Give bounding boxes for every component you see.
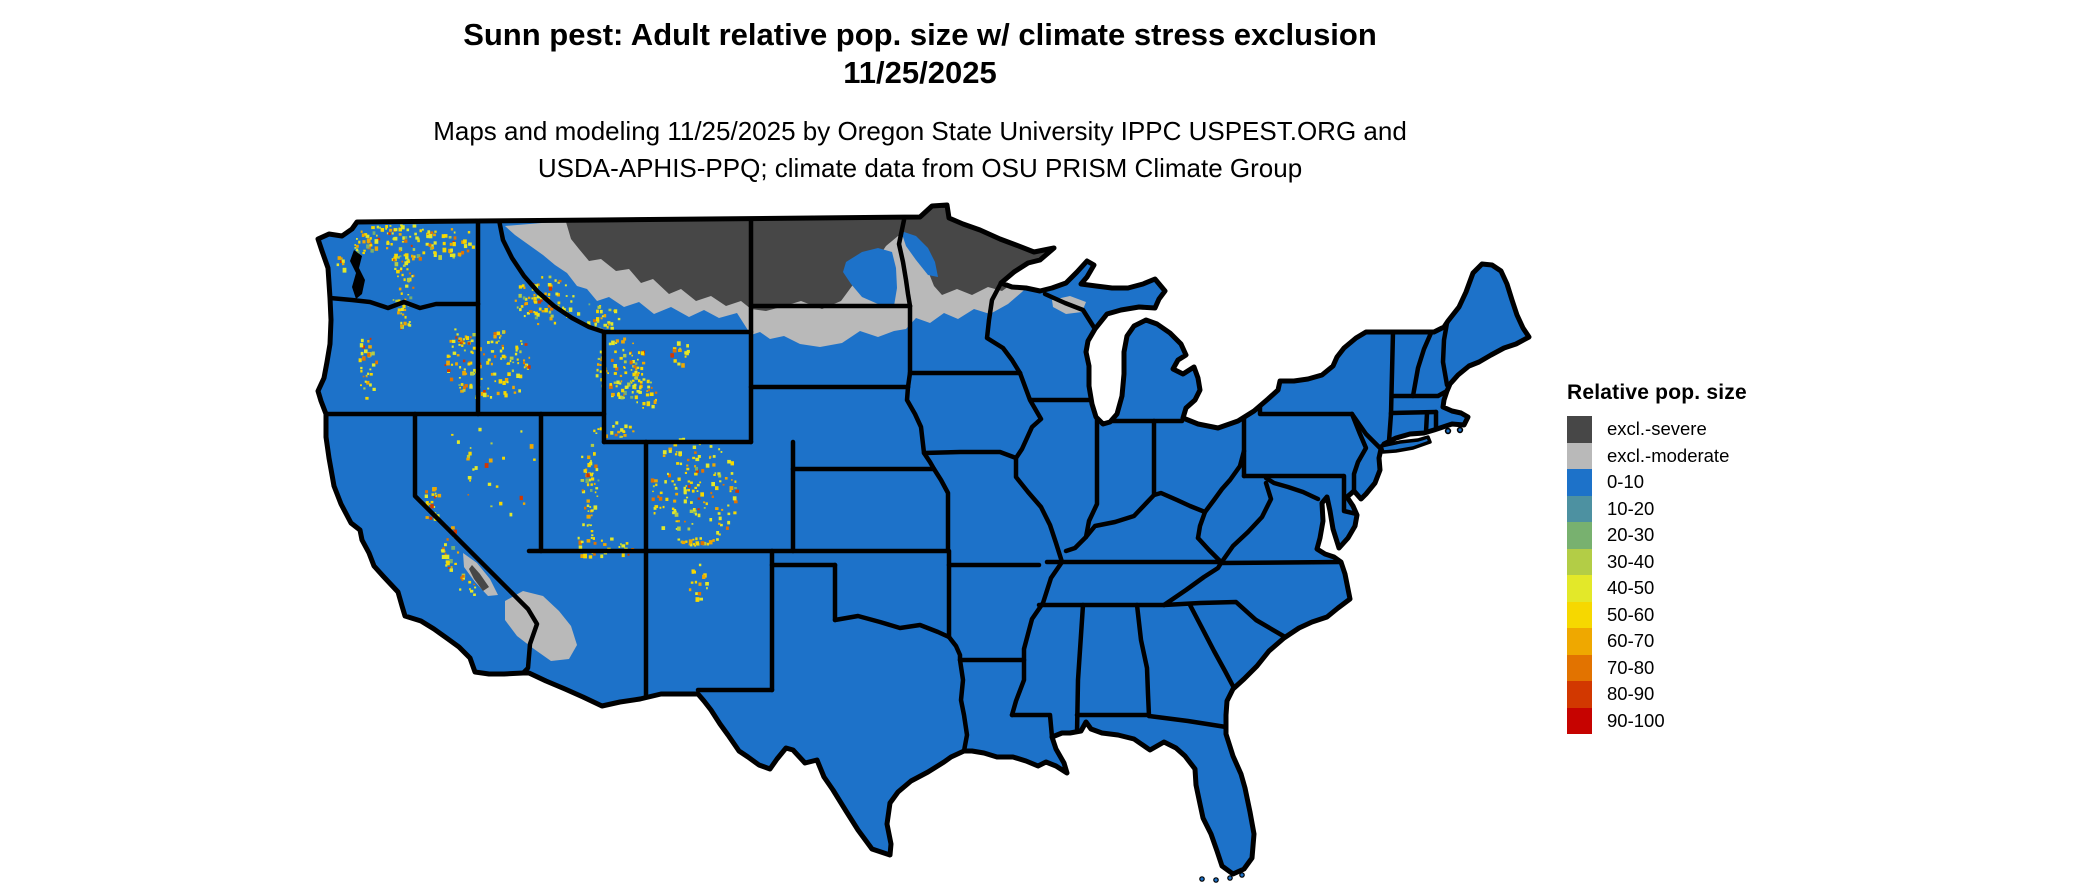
legend-label: 20-30: [1607, 524, 1655, 546]
legend-row: 10-20: [1567, 495, 1747, 522]
legend-swatch: [1567, 548, 1592, 575]
legend-swatch: [1567, 442, 1592, 469]
legend-row: 70-80: [1567, 654, 1747, 681]
legend-label: 70-80: [1607, 656, 1655, 678]
legend-swatch: [1567, 654, 1592, 681]
florida-keys-island: [1213, 877, 1219, 883]
florida-keys-island: [1227, 875, 1233, 881]
legend-swatch: [1567, 416, 1592, 443]
state-borders: [323, 217, 1450, 754]
chart-header: Sunn pest: Adult relative pop. size w/ c…: [170, 16, 1670, 187]
legend-label: 10-20: [1607, 497, 1655, 519]
legend-label: 90-100: [1607, 709, 1665, 731]
us-coastline: [315, 202, 1532, 877]
legend-row: 60-70: [1567, 628, 1747, 655]
map-subtitle-line2: USDA-APHIS-PPQ; climate data from OSU PR…: [537, 153, 1303, 183]
legend-label: 40-50: [1607, 577, 1655, 599]
exclusion-region-owens-valley-severe: [469, 565, 489, 591]
map-legend: Relative pop. size excl.-severe excl.-mod…: [1567, 381, 1747, 734]
legend-label: 50-60: [1607, 603, 1655, 625]
mountain-speckles: [336, 224, 739, 602]
legend-title: Relative pop. size: [1567, 381, 1747, 404]
new-england-island: [1456, 426, 1464, 434]
legend-row: 30-40: [1567, 548, 1747, 575]
exclusion-region-northern-plains-severe: [566, 207, 1050, 311]
legend-swatch: [1567, 628, 1592, 655]
us-choropleth-map: [315, 202, 1532, 883]
long-island: [1379, 435, 1432, 454]
legend-label: 0-10: [1607, 471, 1645, 493]
legend-row: 90-100: [1567, 707, 1747, 734]
legend-label: 30-40: [1607, 550, 1655, 572]
legend-swatch: [1567, 601, 1592, 628]
legend-label: excl.-moderate: [1607, 444, 1730, 466]
legend-swatch: [1567, 522, 1592, 549]
legend-row: 50-60: [1567, 601, 1747, 628]
legend-label: excl.-severe: [1607, 418, 1707, 440]
legend-swatch: [1567, 681, 1592, 708]
exclusion-region-arizona-mogollon-moderate: [505, 591, 577, 661]
map-subtitle: Maps and modeling 11/25/2025 by Oregon S…: [170, 113, 1670, 187]
legend-row: 0-10: [1567, 469, 1747, 496]
legend-row: excl.-moderate: [1567, 442, 1747, 469]
legend-row: 20-30: [1567, 522, 1747, 549]
exclusion-region-red-river-valley-open: [843, 248, 897, 306]
map-subtitle-line1: Maps and modeling 11/25/2025 by Oregon S…: [433, 116, 1407, 146]
legend-row: 40-50: [1567, 575, 1747, 602]
legend-label: 60-70: [1607, 630, 1655, 652]
legend-row: 80-90: [1567, 681, 1747, 708]
florida-keys-island: [1239, 872, 1245, 878]
new-england-island: [1444, 427, 1452, 435]
legend-swatch: [1567, 469, 1592, 496]
legend-swatch: [1567, 575, 1592, 602]
map-title-line2: 11/25/2025: [843, 55, 997, 90]
map-title-line1: Sunn pest: Adult relative pop. size w/ c…: [463, 17, 1377, 52]
puget-sound: [350, 250, 365, 299]
legend-swatch: [1567, 495, 1592, 522]
legend-swatch: [1567, 707, 1592, 734]
florida-keys-island: [1199, 876, 1205, 882]
exclusion-region-owens-valley-moderate: [463, 553, 498, 596]
legend-rows: excl.-severe excl.-moderate 0-10 10-20 20-30…: [1567, 416, 1747, 734]
legend-row: excl.-severe: [1567, 416, 1747, 443]
legend-label: 80-90: [1607, 683, 1655, 705]
exclusion-region-nw-minnesota-open: [901, 231, 938, 277]
